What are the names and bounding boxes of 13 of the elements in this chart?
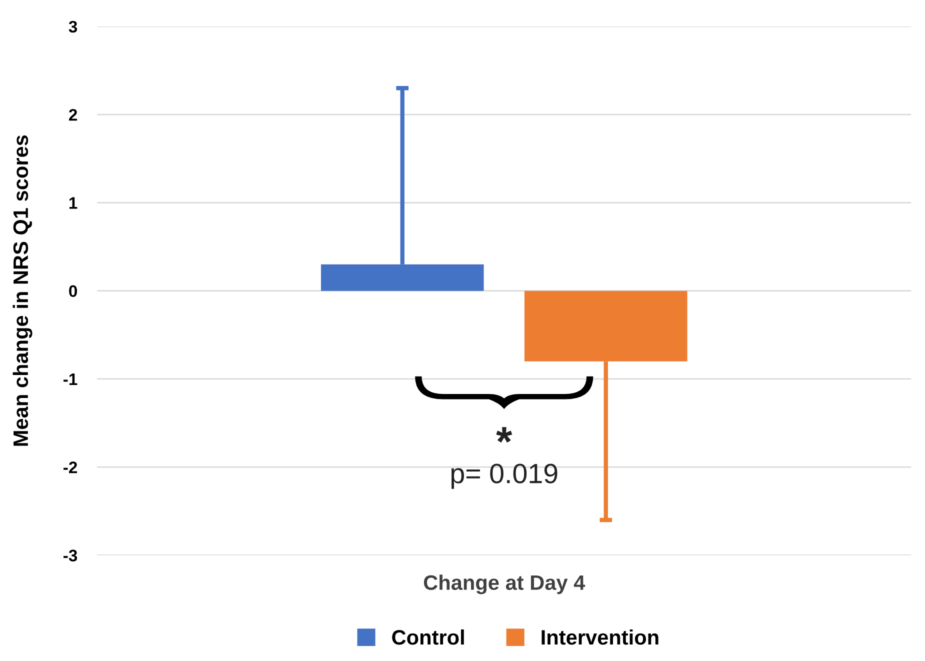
y-axis-title: Mean change in NRS Q1 scores: [12, 135, 32, 446]
legend-label: Control: [392, 629, 464, 645]
y-tick-label: -1: [64, 374, 78, 386]
y-tick-label: 0: [69, 285, 77, 298]
x-tick-label: Change at Day 4: [424, 574, 586, 594]
annotation: p= 0.019: [451, 464, 558, 489]
y-tick-label: -2: [64, 462, 78, 474]
annotation: *: [496, 427, 512, 443]
y-tick-label: 2: [68, 108, 78, 121]
y-tick-label: 3: [68, 20, 78, 33]
y-tick-label: 1: [69, 197, 78, 209]
legend-label: Intervention: [542, 629, 658, 645]
y-tick-label: -3: [64, 550, 78, 562]
